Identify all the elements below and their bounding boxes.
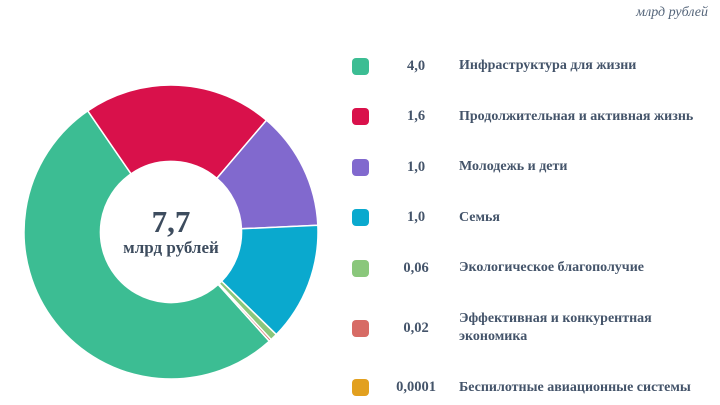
legend-label: Эффективная и конкурентная экономика (459, 310, 652, 345)
legend-value: 0,06 (403, 259, 429, 276)
legend-row-economy: 0,02 Эффективная и конкурентная экономик… (352, 310, 710, 346)
legend-value: 0,02 (403, 319, 429, 336)
legend-color-swatch (352, 379, 369, 397)
legend: 4,0 Инфраструктура для жизни 1,6 Продолж… (352, 57, 710, 397)
legend-value: 1,0 (406, 158, 426, 175)
legend-row-infrastructure: 4,0 Инфраструктура для жизни (352, 57, 710, 75)
legend-color-swatch (352, 108, 369, 126)
legend-label: Семья (459, 209, 501, 225)
legend-label: Экологическое благополучие (459, 260, 644, 276)
legend-row-family: 1,0 Семья (352, 209, 710, 227)
total-unit: млрд рублей (123, 238, 219, 258)
legend-label: Инфраструктура для жизни (459, 58, 637, 73)
donut-center-label: 7,7 млрд рублей (101, 196, 241, 268)
donut-slice-0 (23, 109, 271, 380)
legend-row-youth-children: 1,0 Молодежь и дети (352, 158, 710, 176)
legend-label: Продолжительная и активная жизнь (459, 108, 694, 124)
legend-value: 1,0 (406, 209, 426, 226)
legend-value: 0,0001 (396, 379, 436, 396)
legend-color-swatch (352, 259, 369, 277)
legend-row-ecology: 0,06 Экологическое благополучие (352, 259, 710, 277)
legend-label: Молодежь и дети (459, 159, 568, 175)
legend-row-active-life: 1,6 Продолжительная и активная жизнь (352, 108, 710, 126)
legend-color-swatch (352, 319, 369, 337)
legend-label: Беспилотные авиационные системы (459, 379, 691, 395)
legend-row-uav-systems: 0,0001 Беспилотные авиационные системы (352, 379, 710, 397)
donut-slice-1 (86, 84, 268, 180)
total-value: 7,7 (151, 203, 191, 239)
donut-slice-6 (217, 283, 271, 343)
legend-value: 1,6 (406, 108, 426, 125)
donut-slices (23, 84, 319, 380)
legend-color-swatch (352, 158, 369, 176)
legend-color-swatch (352, 209, 369, 227)
legend-value: 4,0 (406, 57, 426, 74)
units-note: млрд рублей (636, 5, 708, 20)
legend-color-swatch (352, 57, 369, 75)
